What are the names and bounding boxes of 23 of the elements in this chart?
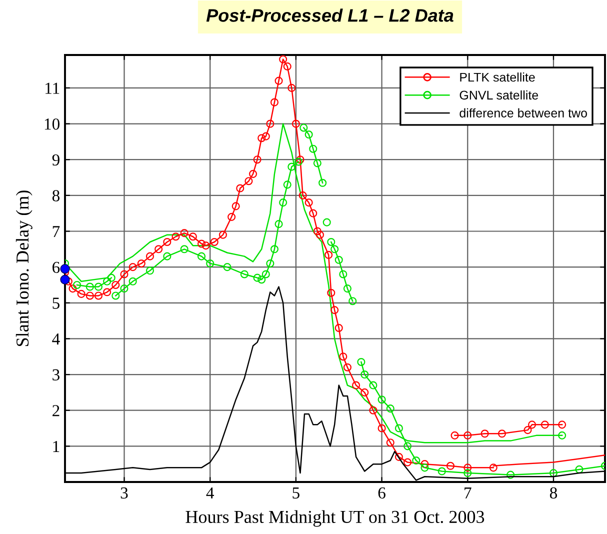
y-tick-label: 7	[52, 226, 60, 238]
y-tick-label: 1	[53, 440, 60, 452]
legend-label: PLTK satellite	[460, 72, 535, 82]
y-tick-label: 6	[52, 262, 60, 274]
x-tick-label: 8	[550, 487, 558, 499]
y-tick-label: 5	[52, 298, 60, 309]
x-tick-label: 4	[206, 487, 214, 498]
x-tick-label: 5	[292, 488, 300, 499]
legend-label: difference between two	[460, 108, 587, 118]
y-tick-label: 4	[52, 334, 60, 344]
x-axis-title: Hours Past Midnight UT on 31 Oct. 2003	[186, 510, 484, 527]
x-tick-label: 6	[378, 487, 386, 499]
x-tick-label: 7	[464, 488, 472, 498]
y-tick-label: 9	[52, 154, 60, 166]
y-tick-label: 10	[44, 118, 60, 130]
y-axis-title: Slant Iono. Delay (m)	[16, 190, 32, 346]
y-tick-label: 11	[46, 82, 60, 94]
y-tick-label: 8	[52, 190, 60, 202]
y-tick-label: 3	[52, 369, 60, 380]
x-tick-label: 3	[120, 487, 128, 499]
y-tick-label: 2	[52, 405, 60, 416]
chart-title: Post-Processed L1 – L2 Data	[206, 8, 454, 22]
legend-label: GNVL satellite	[460, 90, 538, 100]
